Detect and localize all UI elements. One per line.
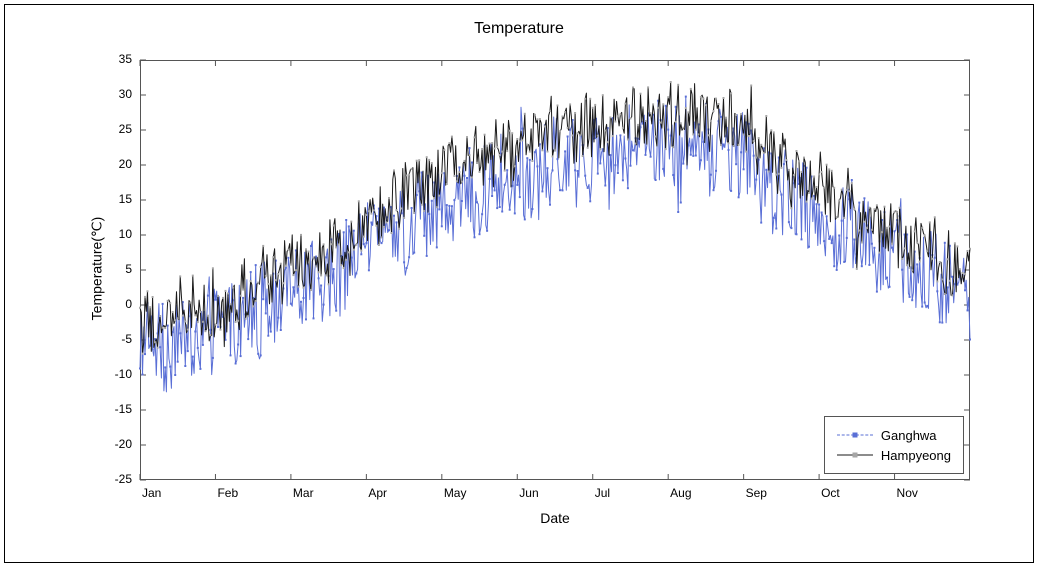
- xtick-label: Mar: [293, 486, 333, 500]
- xtick-label: Nov: [897, 486, 937, 500]
- xtick-label: Oct: [821, 486, 861, 500]
- ytick-label: 15: [102, 192, 132, 206]
- xtick-label: Aug: [670, 486, 710, 500]
- xtick-label: Jan: [142, 486, 182, 500]
- xtick-label: Apr: [368, 486, 408, 500]
- ytick-label: -25: [102, 472, 132, 486]
- xtick-label: Jul: [595, 486, 635, 500]
- ytick-label: 30: [102, 87, 132, 101]
- ytick-label: 10: [102, 227, 132, 241]
- x-axis-label: Date: [525, 510, 585, 526]
- legend-label: Hampyeong: [881, 448, 951, 463]
- legend: Ganghwa Hampyeong: [824, 416, 964, 474]
- legend-item-ganghwa: Ganghwa: [837, 425, 951, 445]
- series-line-hampyeong: [140, 82, 970, 354]
- ytick-label: -20: [102, 437, 132, 451]
- series-line-ganghwa: [140, 97, 970, 392]
- ytick-label: 20: [102, 157, 132, 171]
- ytick-label: -5: [102, 332, 132, 346]
- legend-item-hampyeong: Hampyeong: [837, 445, 951, 465]
- legend-swatch: [837, 449, 873, 461]
- ytick-label: 35: [102, 52, 132, 66]
- xtick-label: May: [444, 486, 484, 500]
- chart-container: Temperature Temperature(℃) Date GanghwaH…: [30, 20, 1008, 540]
- xtick-label: Jun: [519, 486, 559, 500]
- xtick-label: Sep: [746, 486, 786, 500]
- legend-swatch: [837, 429, 873, 441]
- ytick-label: -10: [102, 367, 132, 381]
- ytick-label: 5: [102, 262, 132, 276]
- legend-label: Ganghwa: [881, 428, 937, 443]
- ytick-label: 25: [102, 122, 132, 136]
- ytick-label: 0: [102, 297, 132, 311]
- xtick-label: Feb: [217, 486, 257, 500]
- ytick-label: -15: [102, 402, 132, 416]
